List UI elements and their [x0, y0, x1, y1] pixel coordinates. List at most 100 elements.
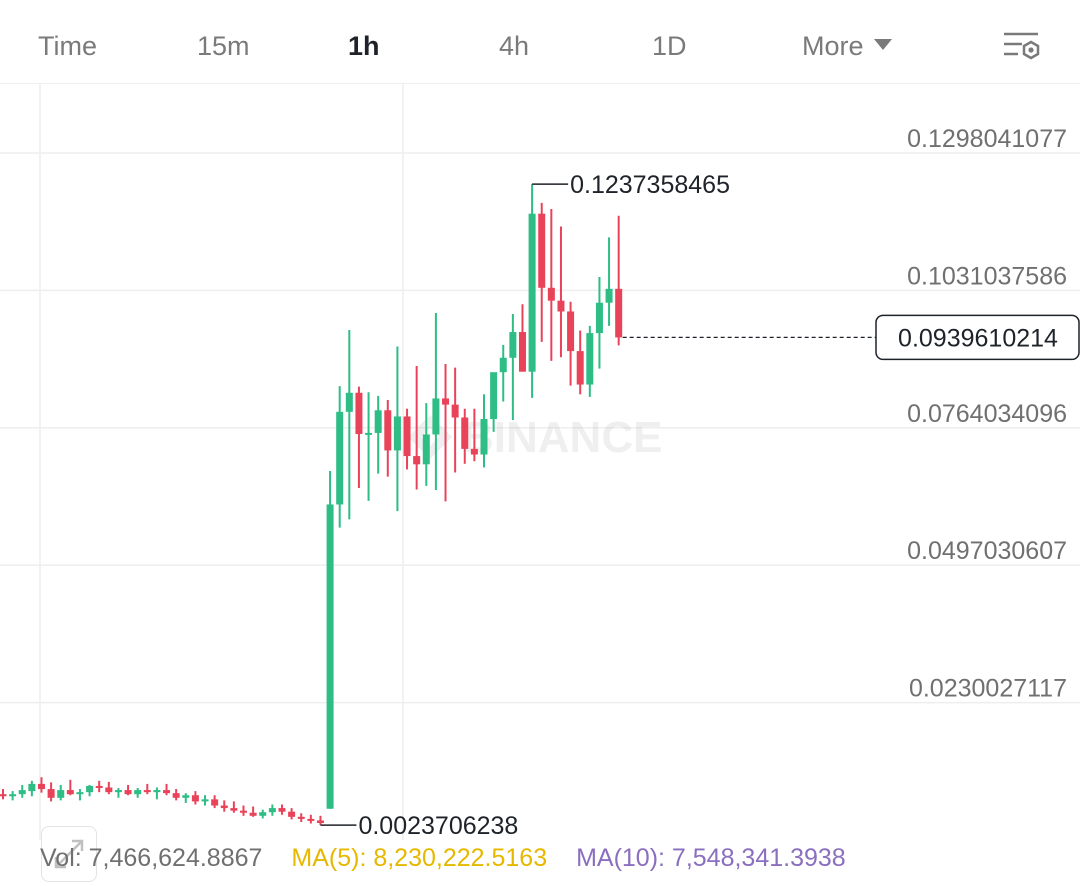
tab-1d[interactable]: 1D: [652, 31, 687, 61]
candle: [288, 808, 296, 820]
candle: [528, 184, 536, 398]
candle-body: [95, 785, 103, 788]
last-price-box: [875, 314, 1080, 361]
candle: [615, 215, 623, 346]
candle-body: [37, 783, 45, 790]
candle-body: [509, 332, 517, 358]
candle-body: [547, 287, 555, 301]
interval-tab-bar: Time 15m 1h 4h 1D More: [0, 0, 1080, 84]
candle-body: [28, 783, 36, 792]
candle-body: [316, 820, 324, 824]
candle-body: [18, 790, 26, 795]
candle: [432, 313, 440, 491]
candle: [191, 791, 199, 805]
candle-body: [153, 790, 161, 793]
candle-body: [9, 794, 17, 797]
candle-body: [220, 805, 228, 809]
candle-body: [297, 816, 305, 819]
candle: [403, 408, 411, 470]
low-price-label: 0.0023706238: [358, 812, 518, 840]
candle-body: [163, 790, 171, 794]
candle-body: [528, 213, 536, 372]
candle: [384, 399, 392, 477]
candle: [345, 329, 353, 520]
candle: [480, 394, 488, 468]
candle: [509, 314, 517, 421]
candle: [182, 793, 190, 803]
chart-settings-icon: [1004, 32, 1040, 60]
candle: [557, 226, 565, 358]
candle-body: [451, 404, 459, 418]
candle-body: [230, 808, 238, 811]
candle: [490, 372, 498, 432]
tab-1h[interactable]: 1h: [348, 31, 380, 61]
candle: [538, 202, 546, 342]
candle: [47, 782, 55, 802]
y-axis-tick-label: 0.1298041077: [907, 125, 1067, 153]
price-labels: 0.1298041077 0.1031037586 0.0764034096 0.04…: [320, 125, 1080, 840]
candle: [422, 403, 430, 486]
candle-body: [114, 790, 122, 793]
candle: [442, 363, 450, 502]
candle-body: [336, 411, 344, 505]
y-axis-tick-label: 0.0764034096: [907, 400, 1067, 428]
candle: [547, 209, 555, 361]
candle: [124, 784, 132, 796]
high-price-label: 0.1237358465: [570, 171, 730, 199]
y-axis-tick-label: 0.0497030607: [907, 537, 1067, 565]
candle: [567, 301, 575, 386]
ma10-value: MA(10): 7,548,341.3938: [576, 844, 846, 872]
candle-body: [586, 333, 594, 385]
tab-more[interactable]: More: [802, 26, 892, 66]
candle-body: [567, 311, 575, 352]
candle: [172, 789, 180, 801]
tab-time[interactable]: Time: [38, 31, 97, 61]
candlestick-chart[interactable]: BINANCE 0.1298041077 0.1031037586 0.076403…: [0, 84, 1080, 840]
candle: [153, 787, 161, 800]
candles: [0, 184, 623, 826]
volume-value: Vol: 7,466,624.8867: [40, 844, 263, 872]
candle: [66, 779, 74, 796]
chart-settings-button[interactable]: [1000, 26, 1044, 66]
candle-body: [432, 398, 440, 435]
candle-body: [307, 818, 315, 821]
candle-body: [288, 811, 296, 817]
candle-body: [211, 799, 219, 806]
candle: [393, 346, 401, 512]
candle-body: [76, 792, 84, 795]
candle-body: [605, 288, 613, 303]
candle: [28, 780, 36, 797]
candle-body: [490, 372, 498, 420]
ma5-value: MA(5): 8,230,222.5163: [291, 844, 548, 872]
candle: [586, 325, 594, 397]
tab-15m[interactable]: 15m: [197, 31, 250, 61]
candle-body: [278, 808, 286, 812]
y-axis-tick-label: 0.1031037586: [907, 262, 1067, 290]
tab-4h[interactable]: 4h: [499, 31, 530, 61]
candle: [413, 366, 421, 490]
candle: [86, 784, 94, 797]
candle: [240, 805, 247, 816]
candle: [230, 801, 238, 813]
candle-body: [201, 799, 209, 802]
candle: [134, 788, 142, 798]
candle-body: [105, 787, 113, 793]
candle: [365, 392, 373, 501]
candle: [297, 813, 305, 822]
candle-body: [557, 300, 565, 312]
candle: [278, 804, 286, 815]
candle: [470, 408, 478, 462]
price-chart-area[interactable]: BINANCE 0.1298041077 0.1031037586 0.076403…: [0, 84, 1080, 882]
candle-body: [518, 332, 526, 372]
candle-body: [374, 410, 382, 433]
candle-body: [249, 812, 257, 816]
volume-ma-bar: Vol: 7,466,624.8867 MA(5): 8,230,222.516…: [40, 842, 868, 874]
candle-body: [191, 795, 199, 802]
candle: [163, 783, 171, 796]
candle: [18, 784, 26, 798]
candle-body: [259, 812, 267, 816]
candle-body: [538, 213, 546, 288]
candle-body: [384, 410, 392, 451]
candle: [143, 783, 151, 795]
candle-body: [86, 785, 94, 793]
